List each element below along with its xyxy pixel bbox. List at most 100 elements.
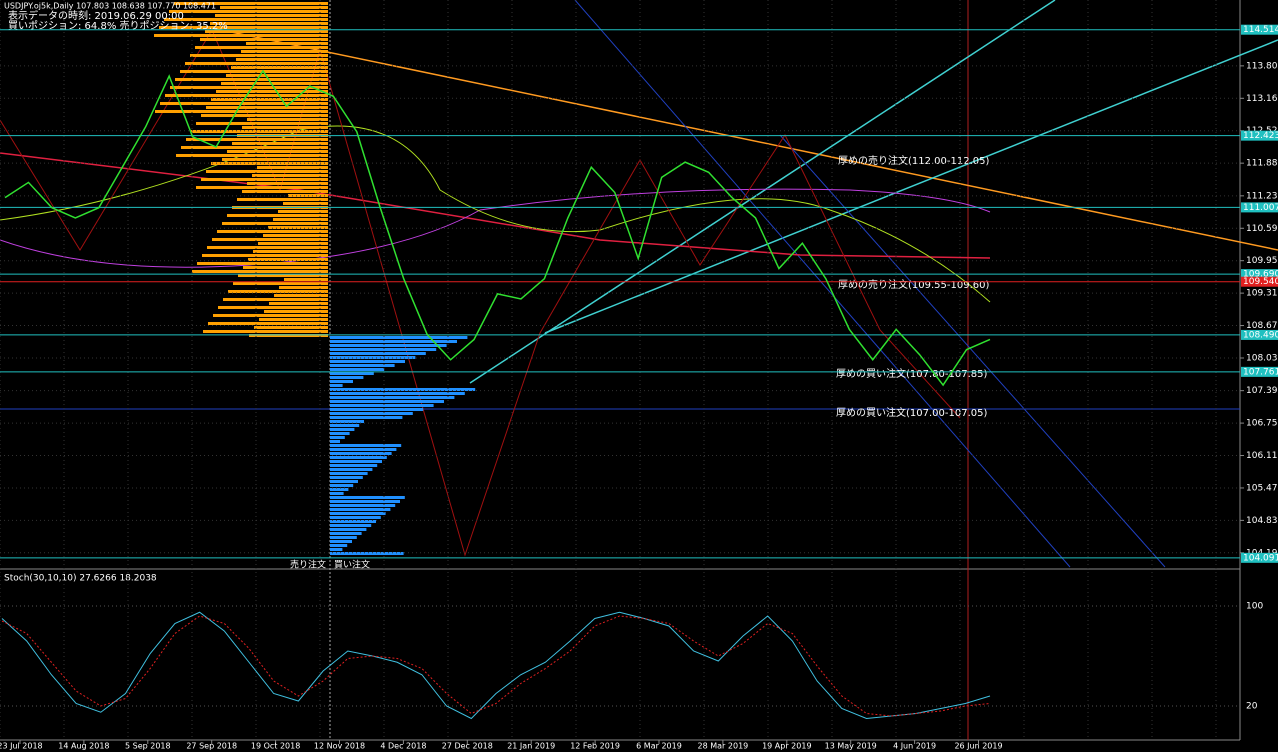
profile-bar — [222, 222, 328, 225]
level-label: 109.690 — [1243, 270, 1278, 280]
profile-bar — [273, 218, 328, 221]
profile-bar — [330, 444, 402, 447]
y-tick-label: 109.955 — [1246, 256, 1278, 266]
profile-bar — [330, 496, 405, 499]
profile-bar — [330, 452, 392, 455]
profile-bar — [330, 412, 413, 415]
profile-bar — [330, 528, 367, 531]
profile-bar — [330, 460, 382, 463]
trend-line — [469, 0, 1056, 384]
profile-bar — [195, 46, 328, 49]
zigzag — [0, 28, 961, 557]
level-box — [1241, 24, 1278, 35]
profile-bar — [330, 400, 444, 403]
profile-bar — [220, 6, 328, 9]
x-tick-label: 27 Sep 2018 — [186, 742, 237, 751]
profile-bar — [330, 336, 468, 339]
profile-bar — [330, 364, 395, 367]
annotation: 厚めの売り注文(112.00-112.05) — [838, 154, 989, 167]
level-label: 109.540 — [1243, 277, 1278, 287]
profile-bar — [330, 416, 403, 419]
channel-line — [779, 134, 1166, 568]
profile-bar — [201, 114, 328, 117]
profile-bar — [247, 118, 328, 121]
profile-bar — [330, 432, 350, 435]
profile-bar — [160, 102, 328, 105]
profile-bar — [206, 170, 328, 173]
profile-bar — [201, 178, 328, 181]
profile-label: 買い注文 — [334, 559, 370, 571]
profile-bar — [197, 262, 328, 265]
profile-bar — [330, 456, 387, 459]
level-label: 111.007 — [1243, 203, 1278, 213]
profile-bar — [205, 30, 328, 33]
x-tick-label: 12 Feb 2019 — [570, 742, 620, 751]
profile-bar — [218, 306, 328, 309]
profile-bar — [253, 250, 328, 253]
profile-bar — [170, 86, 328, 89]
profile-bar — [169, 10, 328, 13]
x-tick-label: 19 Oct 2018 — [251, 742, 300, 751]
profile-bar — [211, 98, 328, 101]
moving-average — [0, 125, 991, 303]
profile-bar — [330, 484, 354, 487]
profile-bar — [330, 360, 405, 363]
profile-bar — [258, 242, 328, 245]
profile-bar — [269, 302, 328, 305]
profile-bar — [203, 330, 328, 333]
level-label: 108.490 — [1243, 330, 1278, 340]
y-tick-label: 113.800 — [1246, 61, 1278, 71]
profile-bar — [191, 130, 328, 133]
profile-bar — [330, 408, 424, 411]
profile-bar — [228, 290, 328, 293]
profile-bar — [330, 540, 352, 543]
y-tick-label: 104.830 — [1246, 516, 1278, 526]
profile-bar — [247, 182, 328, 185]
profile-bar — [330, 388, 476, 391]
profile-bar — [330, 544, 348, 547]
profile-bar — [330, 420, 364, 423]
y-tick-label: 111.880 — [1246, 159, 1278, 169]
profile-bar — [330, 404, 434, 407]
profile-bar — [330, 424, 360, 427]
trend-line — [544, 39, 1278, 334]
profile-label: 売り注文 — [290, 559, 326, 571]
profile-bar — [330, 448, 397, 451]
profile-bar — [264, 310, 328, 313]
profile-bar — [164, 18, 328, 21]
x-tick-label: 28 Mar 2019 — [698, 742, 749, 751]
profile-bar — [232, 142, 328, 145]
profile-bar — [248, 258, 328, 261]
profile-bar — [185, 62, 328, 65]
stoch-line — [1, 615, 991, 717]
profile-bar — [259, 318, 328, 321]
stoch-line — [1, 611, 991, 720]
level-box — [1241, 269, 1278, 280]
profile-bar — [330, 536, 357, 539]
position-ratio: 買いポジション: 64.8% 売りポジション: 35.2% — [8, 19, 228, 32]
profile-bar — [190, 54, 328, 57]
x-tick-label: 6 Mar 2019 — [636, 742, 682, 751]
indicator-label: Stoch(30,10,10) 27.6266 18.2038 — [4, 574, 157, 584]
profile-bar — [210, 22, 328, 25]
profile-bar — [208, 322, 328, 325]
annotation: 厚めの売り注文(109.55-109.60) — [838, 278, 989, 291]
profile-bar — [330, 352, 426, 355]
profile-bar — [207, 246, 328, 249]
profile-bar — [330, 384, 343, 387]
profile-bar — [180, 70, 328, 73]
profile-bar — [236, 58, 328, 61]
y-tick-label: 108.035 — [1246, 353, 1278, 363]
profile-bar — [330, 376, 364, 379]
level-box — [1241, 329, 1278, 340]
y-tick-label: 106.750 — [1246, 419, 1278, 429]
profile-bar — [330, 532, 362, 535]
profile-bar — [330, 492, 344, 495]
profile-bar — [330, 372, 374, 375]
profile-bar — [257, 166, 328, 169]
profile-bar — [154, 34, 328, 37]
profile-bar — [176, 154, 328, 157]
profile-bar — [221, 82, 328, 85]
profile-bar — [211, 162, 328, 165]
